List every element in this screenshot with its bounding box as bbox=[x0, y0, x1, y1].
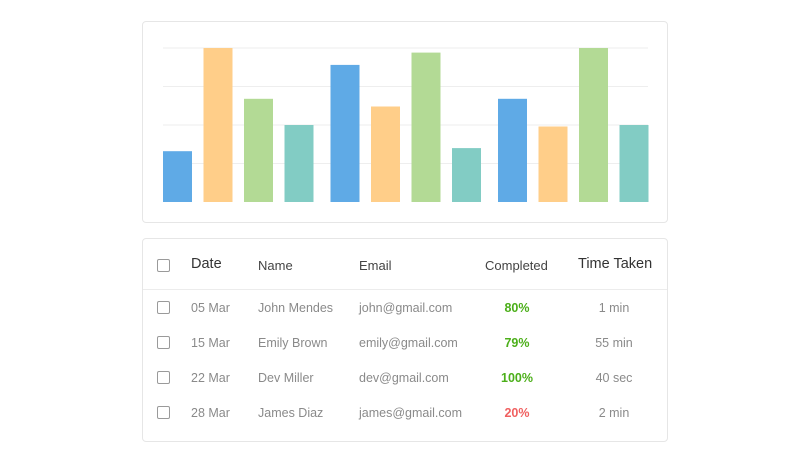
row-email: john@gmail.com bbox=[359, 301, 453, 315]
chart-bar-1[interactable] bbox=[163, 151, 192, 202]
chart-bar-11[interactable] bbox=[579, 48, 608, 202]
row-name: James Diaz bbox=[258, 406, 324, 420]
row-name: Emily Brown bbox=[258, 336, 328, 350]
chart-bar-10[interactable] bbox=[538, 126, 568, 203]
chart-bar-6[interactable] bbox=[371, 106, 400, 203]
chart-bar-3[interactable] bbox=[244, 98, 273, 202]
chart-bar-9[interactable] bbox=[498, 98, 527, 202]
row-date: 28 Mar bbox=[191, 406, 230, 420]
bar-chart bbox=[163, 47, 649, 203]
row-name: Dev Miller bbox=[258, 371, 314, 385]
row-checkbox[interactable] bbox=[157, 336, 170, 349]
row-checkbox[interactable] bbox=[157, 371, 170, 384]
table-row[interactable]: 05 Mar John Mendes john@gmail.com 80% 1 … bbox=[143, 289, 667, 324]
row-checkbox[interactable] bbox=[157, 406, 170, 419]
chart-bar-8[interactable] bbox=[452, 148, 481, 202]
row-checkbox[interactable] bbox=[157, 301, 170, 314]
row-time: 40 sec bbox=[595, 371, 633, 385]
row-email: dev@gmail.com bbox=[359, 371, 449, 385]
header-date[interactable]: Date bbox=[191, 256, 222, 272]
chart-bar-4[interactable] bbox=[284, 125, 314, 202]
row-completed: 80% bbox=[504, 301, 530, 315]
table-row[interactable]: 15 Mar Emily Brown emily@gmail.com 79% 5… bbox=[143, 324, 667, 359]
table-row[interactable]: 22 Mar Dev Miller dev@gmail.com 100% 40 … bbox=[143, 359, 667, 394]
row-email: james@gmail.com bbox=[359, 406, 462, 420]
chart-bar-5[interactable] bbox=[330, 64, 360, 203]
header-name[interactable]: Name bbox=[258, 258, 293, 273]
row-name: John Mendes bbox=[258, 301, 334, 315]
row-email: emily@gmail.com bbox=[359, 336, 458, 350]
row-completed: 79% bbox=[504, 336, 530, 350]
chart-bar-12[interactable] bbox=[619, 125, 649, 202]
row-time: 1 min bbox=[598, 301, 630, 315]
header-email[interactable]: Email bbox=[359, 258, 392, 273]
row-date: 05 Mar bbox=[191, 301, 230, 315]
table-row[interactable]: 28 Mar James Diaz james@gmail.com 20% 2 … bbox=[143, 394, 667, 429]
header-completed[interactable]: Completed bbox=[485, 258, 548, 273]
row-time: 2 min bbox=[598, 406, 630, 420]
select-all-checkbox[interactable] bbox=[157, 259, 170, 272]
table-header: Date Name Email Completed Time Taken bbox=[143, 239, 667, 290]
chart-card bbox=[142, 21, 668, 223]
chart-bar-7[interactable] bbox=[411, 52, 441, 202]
row-completed: 100% bbox=[501, 371, 533, 385]
row-date: 22 Mar bbox=[191, 371, 230, 385]
chart-bar-2[interactable] bbox=[203, 48, 233, 202]
row-completed: 20% bbox=[504, 406, 530, 420]
row-time: 55 min bbox=[595, 336, 633, 350]
row-date: 15 Mar bbox=[191, 336, 230, 350]
header-time-taken[interactable]: Time Taken bbox=[578, 256, 653, 272]
data-table: Date Name Email Completed Time Taken 05 … bbox=[142, 238, 668, 442]
